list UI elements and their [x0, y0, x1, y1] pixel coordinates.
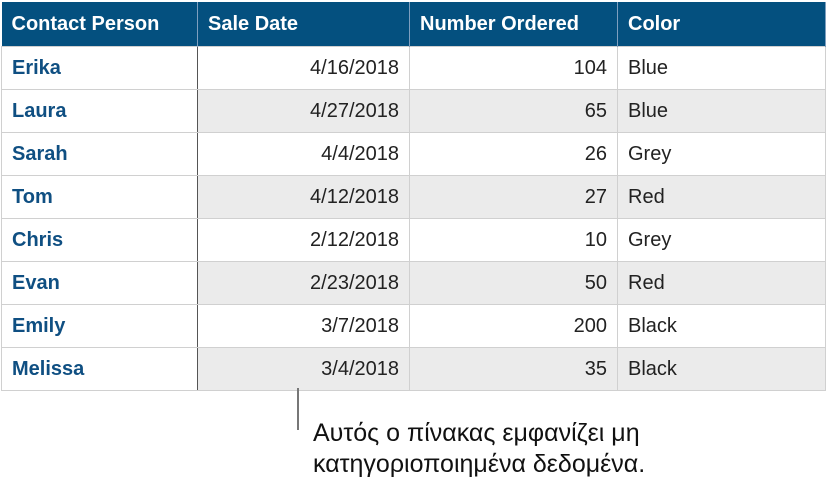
cell-sale-date: 4/12/2018: [197, 175, 410, 219]
cell-number-ordered: 26: [409, 132, 618, 176]
cell-color: Red: [617, 175, 826, 219]
table-row: Evan 2/23/2018 50 Red: [1, 261, 826, 305]
cell-sale-date: 4/16/2018: [197, 46, 410, 90]
cell-contact-person: Evan: [1, 261, 198, 305]
sales-table: Contact Person Sale Date Number Ordered …: [1, 2, 826, 391]
cell-number-ordered: 200: [409, 304, 618, 348]
cell-sale-date: 4/4/2018: [197, 132, 410, 176]
cell-number-ordered: 65: [409, 89, 618, 133]
header-row: Contact Person Sale Date Number Ordered …: [1, 2, 826, 47]
callout-line-2: κατηγοριοποιημένα δεδομένα.: [313, 450, 646, 478]
header-number-ordered: Number Ordered: [409, 2, 618, 47]
cell-contact-person: Tom: [1, 175, 198, 219]
cell-color: Blue: [617, 89, 826, 133]
table-row: Erika 4/16/2018 104 Blue: [1, 46, 826, 90]
cell-contact-person: Chris: [1, 218, 198, 262]
table-row: Emily 3/7/2018 200 Black: [1, 304, 826, 348]
callout-line-1: Αυτός ο πίνακας εμφανίζει μη: [313, 419, 640, 447]
cell-color: Grey: [617, 218, 826, 262]
header-color: Color: [617, 2, 826, 47]
cell-sale-date: 3/4/2018: [197, 347, 410, 391]
cell-color: Black: [617, 304, 826, 348]
cell-sale-date: 4/27/2018: [197, 89, 410, 133]
table-row: Chris 2/12/2018 10 Grey: [1, 218, 826, 262]
table-row: Sarah 4/4/2018 26 Grey: [1, 132, 826, 176]
cell-sale-date: 2/23/2018: [197, 261, 410, 305]
cell-number-ordered: 35: [409, 347, 618, 391]
cell-sale-date: 2/12/2018: [197, 218, 410, 262]
table-row: Laura 4/27/2018 65 Blue: [1, 89, 826, 133]
cell-number-ordered: 10: [409, 218, 618, 262]
header-sale-date: Sale Date: [197, 2, 410, 47]
cell-color: Grey: [617, 132, 826, 176]
table-row: Melissa 3/4/2018 35 Black: [1, 347, 826, 391]
cell-contact-person: Erika: [1, 46, 198, 90]
cell-contact-person: Sarah: [1, 132, 198, 176]
header-contact-person: Contact Person: [1, 2, 198, 47]
cell-number-ordered: 27: [409, 175, 618, 219]
cell-color: Black: [617, 347, 826, 391]
callout-text: Αυτός ο πίνακας εμφανίζει μη κατηγοριοπο…: [313, 418, 645, 480]
callout-line: [297, 388, 299, 430]
cell-color: Red: [617, 261, 826, 305]
cell-contact-person: Laura: [1, 89, 198, 133]
cell-sale-date: 3/7/2018: [197, 304, 410, 348]
cell-contact-person: Melissa: [1, 347, 198, 391]
cell-contact-person: Emily: [1, 304, 198, 348]
cell-number-ordered: 104: [409, 46, 618, 90]
cell-color: Blue: [617, 46, 826, 90]
cell-number-ordered: 50: [409, 261, 618, 305]
table-row: Tom 4/12/2018 27 Red: [1, 175, 826, 219]
